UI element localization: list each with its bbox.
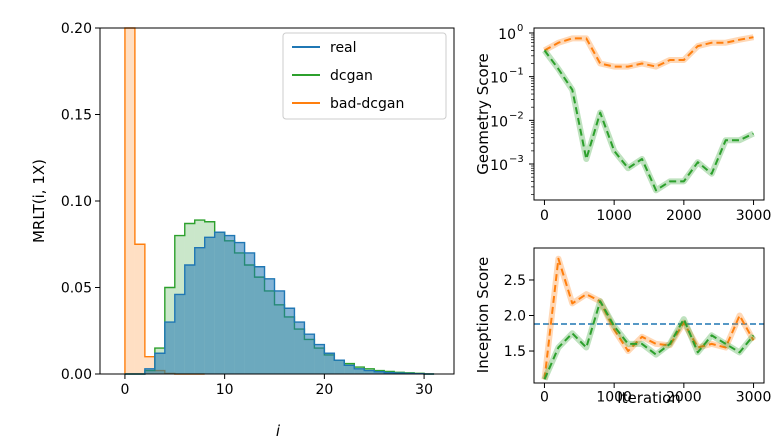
bar-real-25 [374,371,385,374]
histogram-axes-frame [99,27,455,375]
bar-real-8 [204,237,215,374]
geometry-score-ytick-label: 10 [490,114,508,130]
inception-score-ticks: 0 1000 2000 3000 1.5 2.0 2.5 [504,273,772,406]
histogram-xlabel: i [276,422,281,440]
bar-real-2 [144,368,155,374]
geometry-score-series-0 [544,36,754,68]
inception-score-panel: 0 1000 2000 3000 1.5 2.0 2.5 Iteration Incepti… [474,247,772,407]
geometry-score-ytick-exponent: −3 [509,154,524,165]
inception-score-ytick-label: 2.5 [504,273,526,289]
bar-real-18 [304,334,315,374]
geometry-score-ylabel: Geometry Score [474,53,492,175]
bar-real-9 [214,232,225,374]
inception-score-ylabel: Inception Score [474,257,492,373]
geometry-score-lines [542,34,755,194]
inception-score-band-1 [541,298,756,381]
geometry-score-ytick-exponent: 0 [517,23,523,34]
histogram-ticks: 0 10 20 30 0.00 0.05 0.10 0.15 0.20 [61,21,433,398]
bar-bad-dcgan-1 [134,244,145,374]
inception-score-ytick-label: 1.5 [504,344,526,360]
bar-real-17 [294,322,305,374]
inception-score-xlabel: Iteration [617,389,681,407]
histogram-ylabel: MRLT(i, 1X) [30,159,48,243]
geometry-score-ytick-label: 10 [490,158,508,174]
bar-real-13 [254,266,265,374]
legend-entry-real: real [330,40,357,56]
geometry-score-ytick-label: 10 [490,71,508,87]
geometry-score-band-1 [542,48,755,194]
histogram-bars [124,27,435,375]
legend-entry-bad-dcgan: bad-dcgan [330,96,404,112]
histogram-legend: real dcgan bad-dcgan [282,32,447,120]
bar-real-6 [184,265,195,374]
bar-real-21 [334,360,345,374]
histogram-ytick-label: 0.20 [61,21,92,37]
histogram-ytick-label: 0.15 [61,108,92,124]
legend-box [282,32,447,120]
bar-real-5 [174,294,185,374]
inception-score-lines [534,255,764,381]
inception-score-xtick-label: 1000 [596,390,632,406]
bar-real-16 [284,308,295,374]
geometry-score-series-1 [543,49,754,192]
bar-real-3 [154,353,165,374]
bar-real-23 [354,368,365,374]
geometry-score-xtick-label: 1000 [596,208,632,224]
histogram-xtick-label: 10 [216,382,234,398]
bar-real-19 [314,344,325,374]
inception-score-xtick-label: 0 [540,390,549,406]
histogram-xtick-label: 20 [315,382,333,398]
bar-bad-dcgan-2 [144,356,155,374]
bar-bad-dcgan-0 [124,28,135,374]
inception-score-ytick-label: 2.0 [504,309,526,325]
geometry-score-band-0 [543,34,755,70]
histogram-ytick-label: 0.00 [61,367,92,383]
geometry-score-xtick-label: 0 [540,208,549,224]
histogram-ytick-label: 0.10 [61,194,92,210]
bar-real-14 [264,278,275,374]
legend-entry-dcgan: dcgan [330,68,373,84]
inception-score-series-0 [543,257,755,380]
bar-real-20 [324,353,335,374]
geometry-score-xtick-label: 3000 [736,208,772,224]
bar-real-7 [194,247,205,374]
inception-score-band-0 [541,255,757,380]
geometry-score-axes-frame [533,27,765,201]
bar-real-22 [344,365,355,374]
bar-real-4 [164,322,175,374]
inception-score-xtick-label: 3000 [736,390,772,406]
histogram-xtick-label: 0 [120,382,129,398]
outline-real [124,231,435,375]
histogram-xtick-label: 30 [415,382,433,398]
histogram-panel: 0 10 20 30 0.00 0.05 0.10 0.15 0.20 i MRLT(i, 1X… [30,21,455,440]
bar-real-12 [244,252,255,374]
histogram-ytick-label: 0.05 [61,281,92,297]
bar-real-11 [234,242,245,374]
bar-real-24 [364,370,375,374]
bar-real-10 [224,235,235,374]
geometry-score-xtick-label: 2000 [666,208,702,224]
inception-score-xtick-label: 2000 [666,390,702,406]
geometry-score-ytick-label: 10 [498,27,516,43]
geometry-score-ytick-exponent: −2 [509,110,524,121]
inception-score-axes-frame [533,247,765,384]
bar-real-15 [274,290,285,374]
geometry-score-ytick-exponent: −1 [509,67,524,78]
